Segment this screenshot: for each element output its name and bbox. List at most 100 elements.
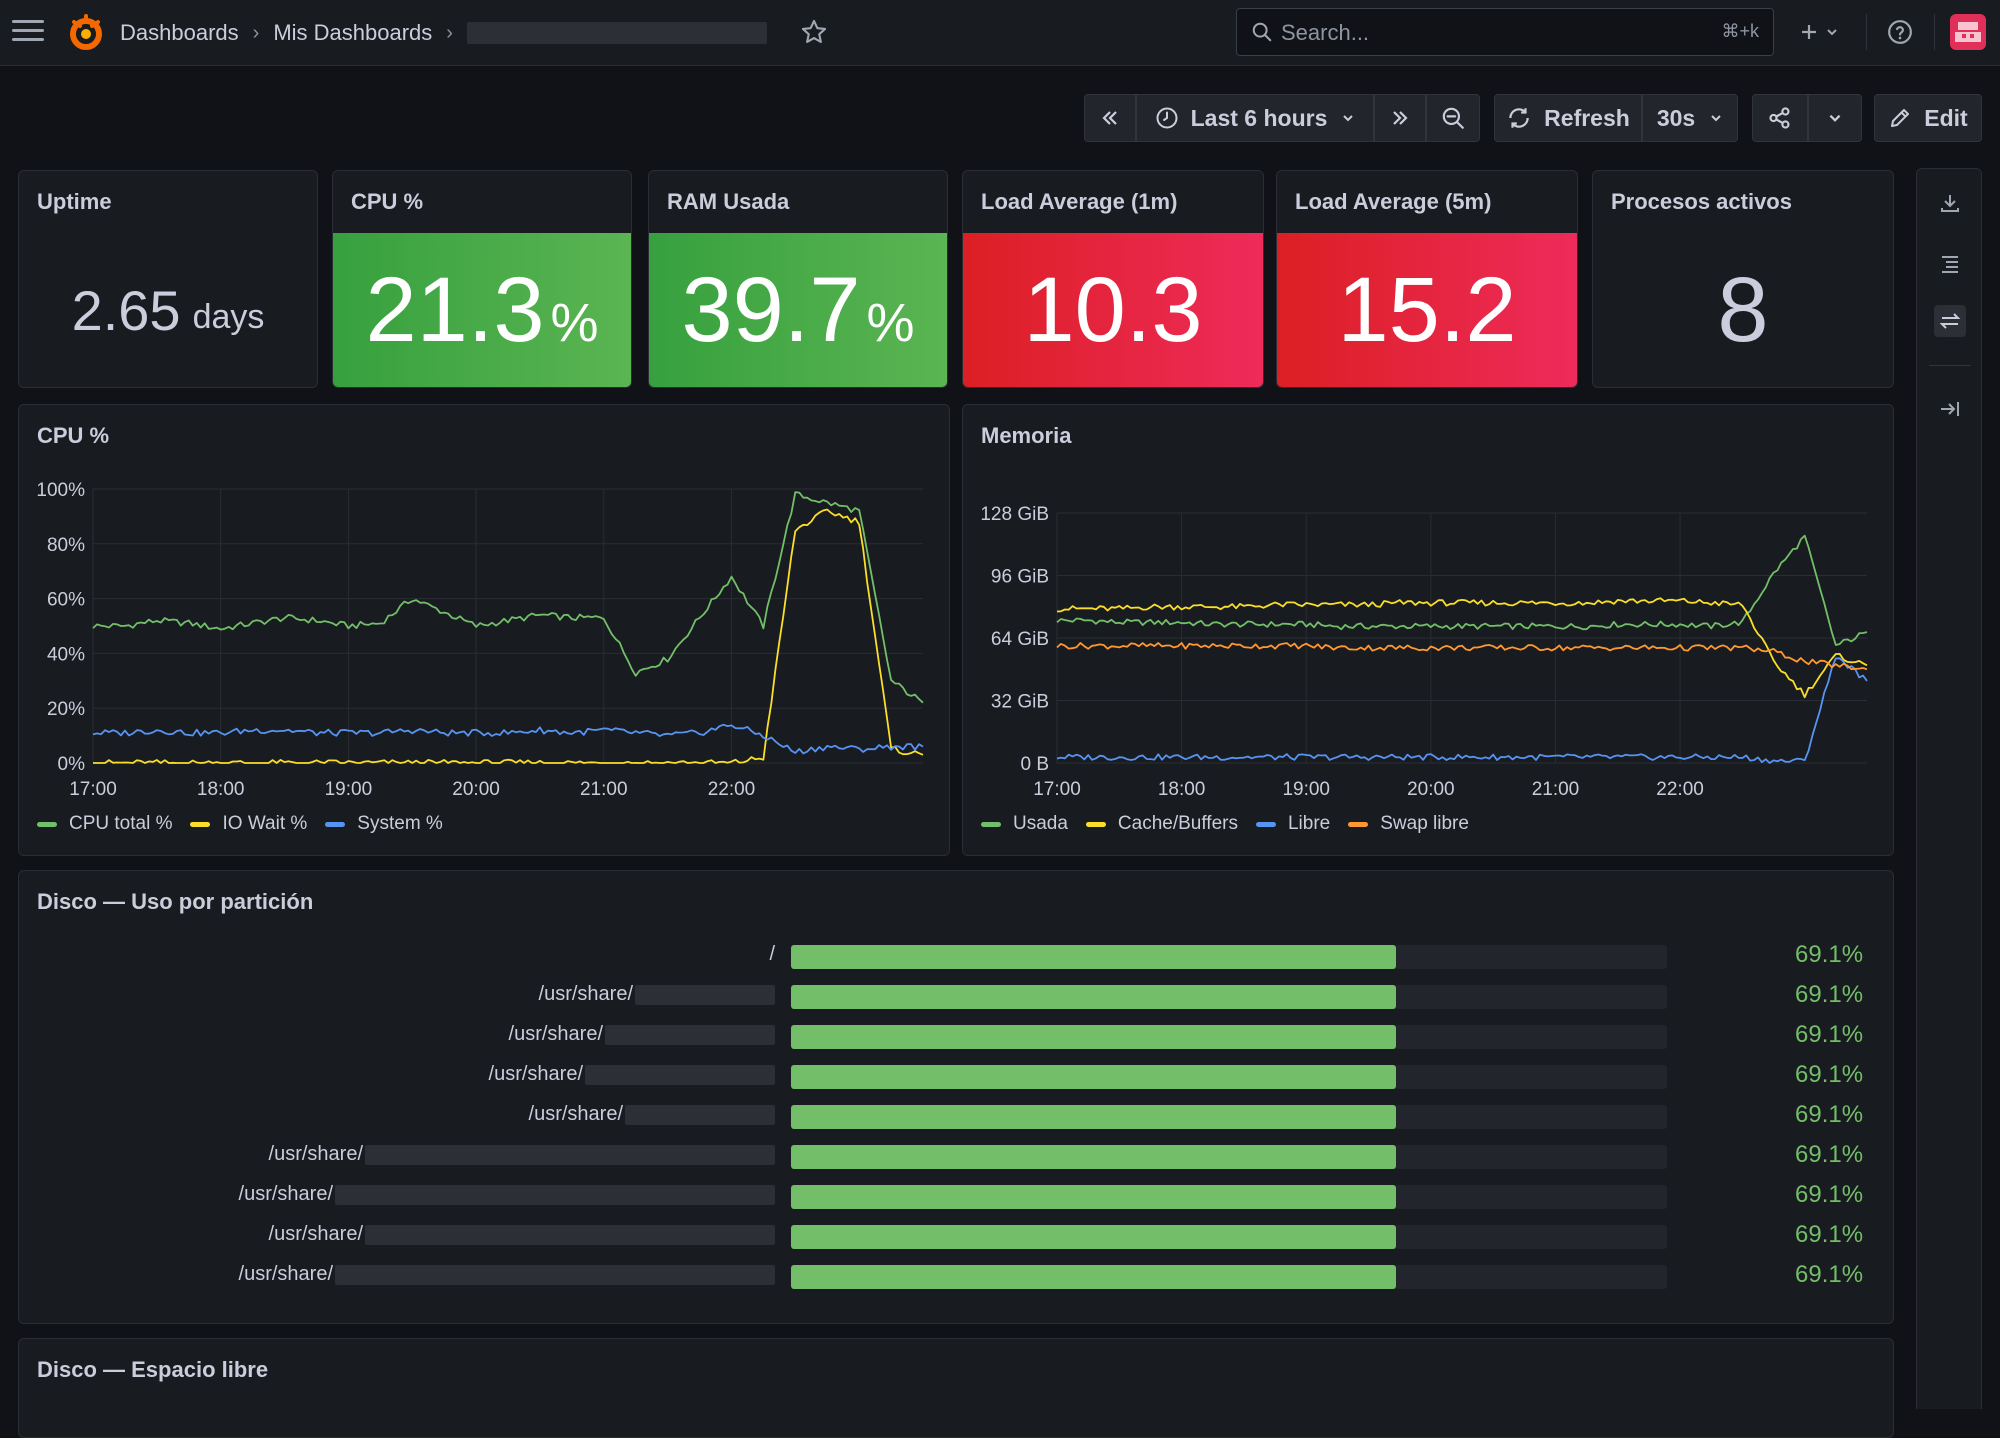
panel-title: Disco — Espacio libre xyxy=(37,1357,269,1382)
user-avatar[interactable] xyxy=(1950,12,1986,52)
time-shift-forward-button[interactable] xyxy=(1374,94,1426,142)
x-tick-label: 20:00 xyxy=(1407,779,1455,800)
timeseries-panel-cpu[interactable]: CPU % 0% 20% 40% 60% 80% 100% 17:00 18:00 19:00 2… xyxy=(18,404,950,856)
partition-label: /usr/share/ xyxy=(269,1223,775,1246)
bargauge-value: 69.1% xyxy=(1795,941,1864,968)
legend-item[interactable]: Swap libre xyxy=(1348,813,1469,835)
time-shift-back-button[interactable] xyxy=(1084,94,1136,142)
y-tick-label: 64 GiB xyxy=(991,629,1049,650)
stat-panel-load-1m[interactable]: Load Average (1m) 10.3 xyxy=(962,170,1264,388)
partition-label: /usr/share/ xyxy=(239,1183,775,1206)
bargauge-row: /usr/share/69.1% xyxy=(19,1141,1893,1173)
partition-label-text: / xyxy=(769,943,775,965)
breadcrumb-mis-dashboards[interactable]: Mis Dashboards xyxy=(273,20,433,45)
partition-label: /usr/share/ xyxy=(539,983,775,1006)
legend-item[interactable]: Cache/Buffers xyxy=(1085,813,1238,835)
star-icon[interactable] xyxy=(800,18,828,46)
bargauge-row: /usr/share/69.1% xyxy=(19,1261,1893,1293)
stat-panel-cpu[interactable]: CPU % 21.3 % xyxy=(332,170,632,388)
search-input[interactable] xyxy=(1279,17,1663,49)
legend-item[interactable]: Usada xyxy=(981,813,1068,835)
series-line-io-wait- xyxy=(93,508,924,764)
cpu-chart[interactable]: 0% 20% 40% 60% 80% 100% 17:00 18:00 19:00 20:00 21… xyxy=(19,405,950,856)
stat-value-area: 2.65 days xyxy=(19,233,317,387)
breadcrumb: Dashboards › Mis Dashboards › xyxy=(120,18,767,48)
export-button[interactable] xyxy=(1934,187,1966,219)
partition-label-redacted xyxy=(625,1104,775,1125)
panel-title: Load Average (5m) xyxy=(1295,189,1492,214)
legend-item[interactable]: IO Wait % xyxy=(190,813,307,835)
stat-panel-ram[interactable]: RAM Usada 39.7 % xyxy=(648,170,948,388)
stat-unit: days xyxy=(192,297,265,336)
partition-label-text: /usr/share/ xyxy=(268,1223,363,1245)
stat-panel-processes[interactable]: Procesos activos 8 xyxy=(1592,170,1894,388)
partition-label: /usr/share/ xyxy=(509,1023,775,1046)
bargauge-row: /usr/share/69.1% xyxy=(19,1021,1893,1053)
y-tick-label: 0 B xyxy=(1020,754,1049,775)
chevron-down-icon xyxy=(1829,114,1841,122)
legend-label: Usada xyxy=(1013,813,1068,834)
bargauge-track xyxy=(791,1145,1667,1169)
bargauge-value: 69.1% xyxy=(1795,1181,1864,1208)
legend-swatch xyxy=(981,821,1001,827)
transform-button[interactable] xyxy=(1934,305,1966,337)
bargauge-row: /usr/share/69.1% xyxy=(19,1221,1893,1253)
bargauge-panel-disk-usage[interactable]: Disco — Uso por partición /69.1%/usr/sha… xyxy=(18,870,1894,1324)
bargauge-value: 69.1% xyxy=(1795,1101,1864,1128)
search-box[interactable]: ⌘+k xyxy=(1236,8,1774,56)
stat-value-area: 39.7 % xyxy=(649,233,947,387)
bargauge-track xyxy=(791,1185,1667,1209)
series-line-cpu-total- xyxy=(92,491,924,704)
outline-button[interactable] xyxy=(1934,247,1966,279)
timeseries-panel-memory[interactable]: Memoria 0 B 32 GiB 64 GiB 96 GiB 128 GiB 17:0… xyxy=(962,404,1894,856)
zoom-out-button[interactable] xyxy=(1426,94,1480,142)
partition-label-text: /usr/share/ xyxy=(528,1103,623,1125)
add-menu-button[interactable] xyxy=(1794,12,1844,52)
bargauge-track xyxy=(791,1225,1667,1249)
stat-value-area: 8 xyxy=(1593,233,1893,387)
chart-legend: CPU total % IO Wait % System % xyxy=(37,813,461,835)
chevron-down-icon xyxy=(1711,115,1721,122)
chevron-down-icon xyxy=(1827,29,1837,36)
panel-disk-free[interactable]: Disco — Espacio libre xyxy=(18,1338,1894,1438)
stat-panel-load-5m[interactable]: Load Average (5m) 15.2 xyxy=(1276,170,1578,388)
partition-label-redacted xyxy=(335,1264,775,1285)
bargauge-fill xyxy=(791,1145,1397,1169)
y-tick-label: 96 GiB xyxy=(991,567,1049,588)
series-line-system- xyxy=(92,723,924,755)
bargauge-row: /usr/share/69.1% xyxy=(19,1101,1893,1133)
chevron-right-icon: › xyxy=(446,21,453,44)
grafana-logo-icon[interactable] xyxy=(66,12,106,52)
legend-label: Cache/Buffers xyxy=(1117,813,1238,834)
chevron-right-icon: › xyxy=(252,21,260,44)
edit-button[interactable]: Edit xyxy=(1874,94,1982,142)
download-icon xyxy=(1941,195,1959,212)
share-button[interactable] xyxy=(1752,94,1808,142)
legend-item[interactable]: System % xyxy=(325,813,443,835)
legend-item[interactable]: Libre xyxy=(1255,813,1330,835)
x-tick-label: 19:00 xyxy=(1282,779,1330,800)
panel-title: Disco — Uso por partición xyxy=(37,889,314,914)
stat-value: 39.7 xyxy=(681,259,861,361)
partition-label-redacted xyxy=(585,1064,775,1085)
legend-swatch xyxy=(325,821,346,827)
share-menu-button[interactable] xyxy=(1808,94,1862,142)
bargauge-fill xyxy=(791,1105,1397,1129)
legend-label: IO Wait % xyxy=(222,813,308,834)
time-range-picker[interactable]: Last 6 hours xyxy=(1136,94,1374,142)
collapse-rail-button[interactable] xyxy=(1934,393,1966,425)
partition-label-redacted xyxy=(335,1184,775,1205)
legend-item[interactable]: CPU total % xyxy=(37,813,172,835)
help-button[interactable] xyxy=(1884,12,1916,52)
y-tick-label: 40% xyxy=(47,644,85,665)
share-icon xyxy=(1769,107,1790,129)
stat-panel-uptime[interactable]: Uptime 2.65 days xyxy=(18,170,318,388)
partition-label-text: /usr/share/ xyxy=(238,1183,333,1205)
legend-swatch xyxy=(1255,821,1276,827)
memory-chart[interactable]: 0 B 32 GiB 64 GiB 96 GiB 128 GiB 17:00 18:00 19… xyxy=(963,405,1894,856)
refresh-button[interactable]: Refresh xyxy=(1494,94,1642,142)
breadcrumb-dashboards[interactable]: Dashboards xyxy=(120,20,239,45)
bargauge-value: 69.1% xyxy=(1795,1221,1864,1248)
menu-icon[interactable] xyxy=(12,20,44,44)
refresh-interval-picker[interactable]: 30s xyxy=(1642,94,1738,142)
